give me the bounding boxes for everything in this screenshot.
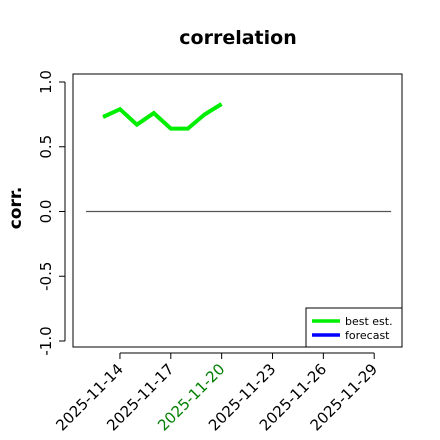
y-tick-label-0: -1.0 xyxy=(37,326,55,355)
legend-box xyxy=(305,307,403,348)
y-axis: -1.0 -0.5 0.0 0.5 1.0 xyxy=(37,70,66,356)
chart-title: correlation xyxy=(179,27,296,49)
series-group xyxy=(102,102,223,131)
series-line-best-est xyxy=(102,102,223,131)
plot-frame xyxy=(72,73,403,348)
y-tick-label-1: -0.5 xyxy=(37,262,55,291)
y-tick-label-3: 0.5 xyxy=(37,135,55,159)
y-tick-label-4: 1.0 xyxy=(37,70,55,94)
legend-label-best-est: best est. xyxy=(345,315,393,328)
y-axis-label: corr. xyxy=(6,187,26,230)
y-tick-label-2: 0.0 xyxy=(37,200,55,224)
legend: best est. forecast xyxy=(305,307,403,348)
legend-label-forecast: forecast xyxy=(345,329,390,342)
x-axis: 2025-11-142025-11-172025-11-202025-11-23… xyxy=(52,352,381,434)
